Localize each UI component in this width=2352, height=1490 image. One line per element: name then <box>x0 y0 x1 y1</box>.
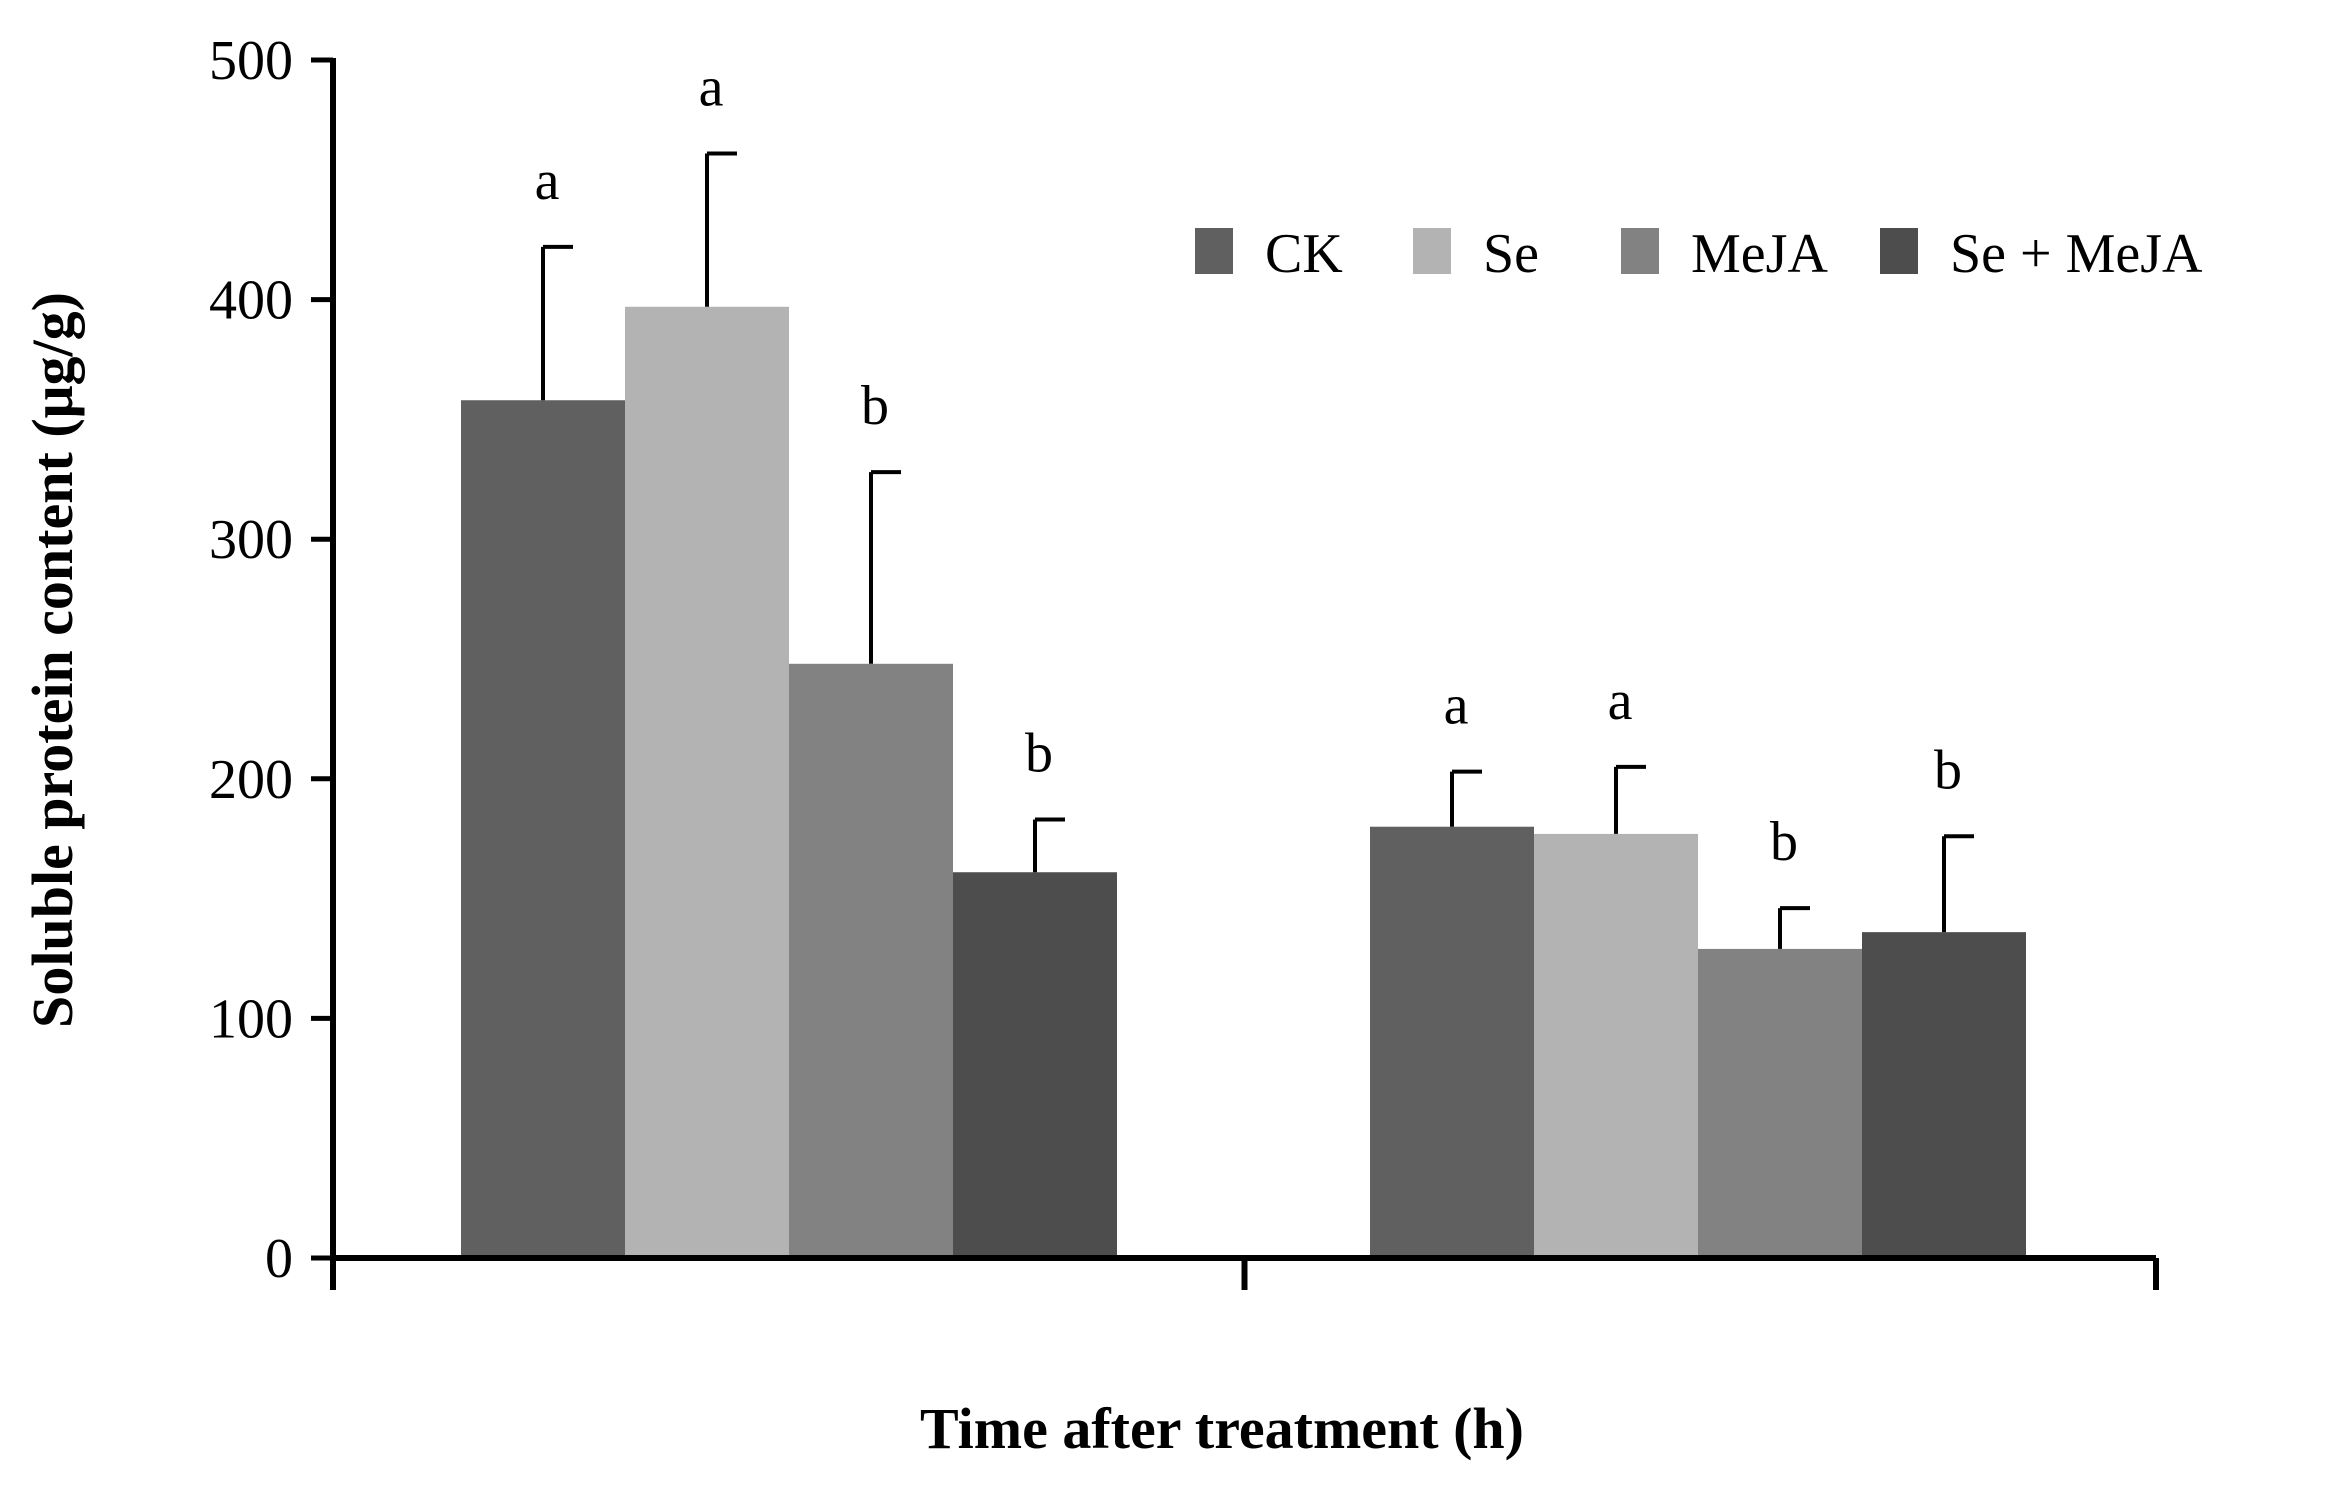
significance-letter: a <box>699 56 724 118</box>
x-axis-title: Time after treatment (h) <box>920 1396 1524 1461</box>
bar-meja-1 <box>1698 948 1862 1258</box>
bar-se-1 <box>1534 833 1698 1258</box>
legend-label: CK <box>1265 223 1343 285</box>
legend-label: Se <box>1483 223 1539 285</box>
y-tick-label: 500 <box>209 30 293 92</box>
bar-meja-0 <box>789 663 953 1258</box>
y-tick-labels: 0 100 200 300 400 500 <box>209 30 293 1290</box>
y-tick-label: 0 <box>265 1228 293 1290</box>
bar-se-0 <box>625 306 789 1259</box>
y-tick-label: 300 <box>209 509 293 571</box>
y-tick-label: 100 <box>209 988 293 1050</box>
legend-swatch-0 <box>1195 228 1233 274</box>
bar-se-meja-0 <box>953 872 1117 1258</box>
bar-se-meja-1 <box>1862 932 2026 1258</box>
significance-letter: b <box>861 375 889 437</box>
bar-ck-1 <box>1370 826 1534 1258</box>
axes-layer <box>311 57 2159 1290</box>
y-tick-label: 200 <box>209 749 293 811</box>
legend-swatch-1 <box>1413 228 1451 274</box>
legend-label: Se + MeJA <box>1950 223 2203 285</box>
significance-letter: b <box>1770 811 1798 873</box>
significance-letters-layer: a a a a b b b b <box>535 56 1962 873</box>
bar-ck-0 <box>461 400 625 1258</box>
legend-label: MeJA <box>1691 223 1828 285</box>
y-axis-title: Soluble protein content (μg/g) <box>20 292 85 1028</box>
legend: CK Se MeJA Se + MeJA <box>1195 223 2203 285</box>
legend-swatch-2 <box>1621 228 1659 274</box>
bars-layer <box>461 306 2026 1259</box>
y-tick-label: 400 <box>209 270 293 332</box>
significance-letter: b <box>1934 739 1962 801</box>
significance-letter: a <box>535 150 560 212</box>
legend-swatch-3 <box>1880 228 1918 274</box>
error-bars-layer <box>541 151 1974 949</box>
significance-letter: a <box>1608 670 1633 732</box>
significance-letter: a <box>1444 675 1469 737</box>
significance-letter: b <box>1025 723 1053 785</box>
